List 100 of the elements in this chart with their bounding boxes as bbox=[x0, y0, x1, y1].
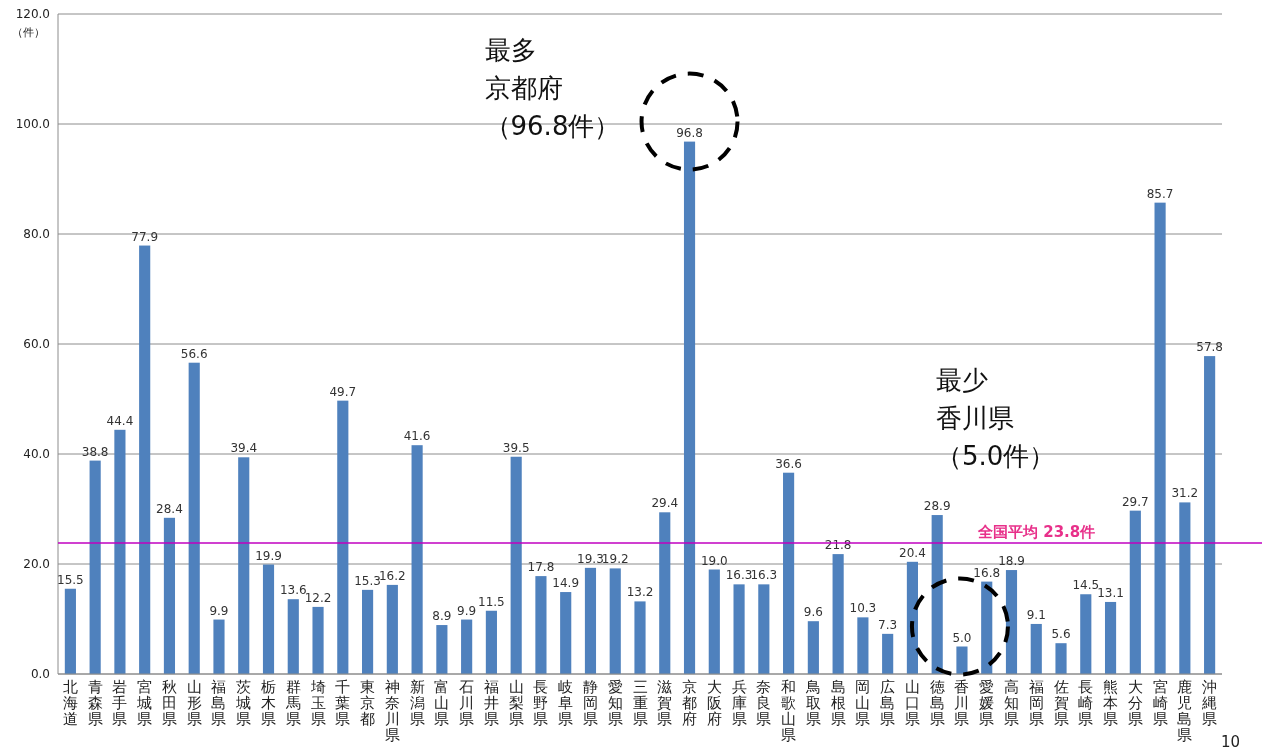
bar bbox=[436, 625, 448, 674]
data-label: 77.9 bbox=[131, 229, 159, 244]
data-label: 8.9 bbox=[432, 609, 452, 624]
data-label: 57.8 bbox=[1196, 340, 1223, 355]
data-label: 5.6 bbox=[1051, 627, 1071, 642]
x-tick-label: 千葉県 bbox=[335, 678, 351, 728]
y-tick-label: 80.0 bbox=[23, 227, 50, 241]
annotation: 最多京都府（96.8件） bbox=[484, 34, 621, 141]
x-tick-label: 埼玉県 bbox=[309, 678, 326, 728]
data-label: 20.4 bbox=[899, 545, 926, 560]
x-tick-label: 福島県 bbox=[211, 678, 227, 728]
bar bbox=[213, 619, 225, 674]
data-label: 49.7 bbox=[329, 384, 357, 399]
x-tick-label: 静岡県 bbox=[582, 678, 598, 728]
data-label: 15.3 bbox=[354, 573, 381, 588]
bar bbox=[584, 567, 597, 674]
data-label: 19.0 bbox=[700, 553, 728, 568]
x-tick-label: 鳥取県 bbox=[804, 678, 821, 728]
x-tick-label: 香川県 bbox=[954, 678, 970, 728]
bar bbox=[634, 601, 646, 674]
x-tick-label: 愛媛県 bbox=[979, 678, 995, 728]
bar bbox=[1154, 202, 1166, 674]
x-tick-label: 岩手県 bbox=[112, 678, 128, 728]
data-label: 96.8 bbox=[676, 125, 703, 140]
data-label: 10.3 bbox=[849, 601, 877, 616]
data-label: 14.9 bbox=[552, 576, 580, 591]
x-tick-label: 鹿児島県 bbox=[1177, 678, 1193, 744]
x-tick-label: 秋田県 bbox=[161, 678, 177, 728]
y-tick-label: 0.0 bbox=[30, 667, 50, 681]
y-tick-label: 120.0 bbox=[15, 7, 50, 21]
bar bbox=[708, 569, 720, 674]
x-tick-label: 岐阜県 bbox=[558, 678, 574, 728]
data-label: 19.9 bbox=[255, 548, 282, 563]
x-tick-label: 山形県 bbox=[186, 678, 202, 728]
x-tick-label: 北海道 bbox=[62, 678, 78, 728]
x-tick-label: 神奈川県 bbox=[384, 678, 400, 744]
bar bbox=[89, 460, 101, 674]
data-label: 19.3 bbox=[577, 551, 604, 566]
bar bbox=[312, 606, 324, 674]
x-tick-label: 宮崎県 bbox=[1152, 678, 1168, 728]
x-tick-label: 沖縄県 bbox=[1201, 678, 1218, 728]
x-tick-label: 熊本県 bbox=[1103, 678, 1119, 728]
x-tick-label: 佐賀県 bbox=[1053, 678, 1069, 728]
bar bbox=[882, 633, 894, 674]
data-label: 7.3 bbox=[878, 617, 898, 632]
bar bbox=[262, 564, 275, 674]
data-label: 29.4 bbox=[651, 496, 679, 511]
y-tick-label: 20.0 bbox=[23, 557, 50, 571]
y-axis-title: （件） bbox=[11, 26, 45, 39]
bar bbox=[931, 515, 943, 674]
x-tick-label: 群馬県 bbox=[284, 678, 301, 728]
x-tick-label: 大分県 bbox=[1127, 678, 1143, 728]
x-tick-label: 長野県 bbox=[533, 678, 549, 728]
bar bbox=[1055, 643, 1067, 674]
data-label: 41.6 bbox=[403, 429, 431, 444]
data-label: 16.3 bbox=[725, 568, 753, 583]
bar bbox=[362, 589, 374, 674]
data-label: 9.9 bbox=[209, 603, 229, 618]
data-label: 56.6 bbox=[180, 346, 208, 361]
bar bbox=[461, 619, 473, 674]
data-label: 28.9 bbox=[923, 499, 951, 514]
data-label: 38.8 bbox=[81, 444, 109, 459]
bar bbox=[906, 561, 918, 674]
bar bbox=[1104, 601, 1117, 674]
data-label: 9.6 bbox=[803, 605, 823, 620]
bar bbox=[1005, 570, 1018, 674]
data-label: 44.4 bbox=[106, 413, 134, 428]
y-tick-label: 40.0 bbox=[23, 447, 50, 461]
x-tick-label: 長崎県 bbox=[1078, 678, 1094, 728]
data-label: 13.2 bbox=[626, 585, 654, 600]
text: 10 bbox=[1221, 733, 1241, 751]
x-tick-label: 栃木県 bbox=[261, 678, 277, 728]
y-tick-label: 60.0 bbox=[23, 337, 50, 351]
ref-line-label: 全国平均 23.8件 bbox=[977, 523, 1096, 542]
bar bbox=[238, 457, 250, 674]
bar bbox=[1129, 510, 1141, 674]
x-tick-label: 三重県 bbox=[632, 678, 648, 728]
x-tick-label: 青森県 bbox=[87, 678, 103, 728]
x-tick-label: 山梨県 bbox=[508, 678, 524, 728]
bar bbox=[64, 588, 76, 674]
data-label: 11.5 bbox=[478, 594, 505, 609]
data-label: 13.6 bbox=[279, 583, 307, 598]
x-tick-label: 愛知県 bbox=[607, 678, 623, 728]
x-tick-label: 兵庫県 bbox=[731, 678, 747, 728]
bar bbox=[609, 568, 621, 674]
x-tick-label: 富山県 bbox=[434, 678, 450, 728]
x-tick-label: 宮城県 bbox=[136, 678, 153, 728]
data-label: 39.4 bbox=[230, 441, 258, 456]
x-tick-label: 徳島県 bbox=[929, 678, 945, 728]
x-tick-label: 石川県 bbox=[459, 678, 475, 728]
data-label: 15.5 bbox=[57, 572, 84, 587]
y-tick-label: 100.0 bbox=[15, 117, 50, 131]
x-tick-label: 岡山県 bbox=[855, 678, 871, 728]
x-tick-label: 和歌山県 bbox=[781, 678, 797, 744]
data-label: 9.1 bbox=[1026, 607, 1046, 622]
data-label: 28.4 bbox=[156, 501, 183, 516]
bar bbox=[188, 362, 200, 674]
data-label: 16.8 bbox=[973, 565, 1001, 580]
bar bbox=[1204, 356, 1216, 674]
data-label: 5.0 bbox=[952, 630, 972, 645]
